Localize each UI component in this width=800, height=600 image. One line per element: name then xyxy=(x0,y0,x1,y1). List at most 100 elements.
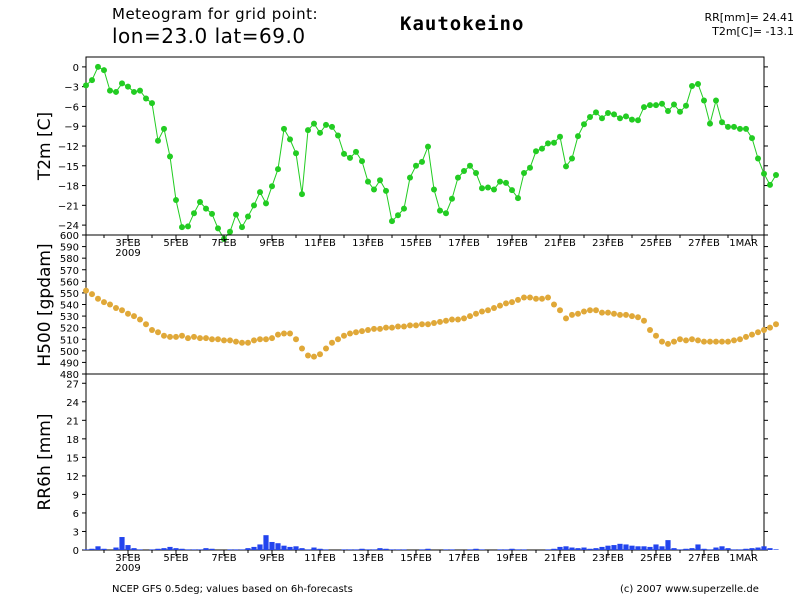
x-tick-label: 5FEB xyxy=(163,553,188,564)
temperature-point xyxy=(521,170,527,177)
geopotential-point xyxy=(509,299,515,306)
geopotential-point xyxy=(773,321,779,328)
precipitation-bar xyxy=(131,548,137,550)
geopotential-point xyxy=(149,326,155,333)
temperature-point xyxy=(149,100,155,107)
temperature-point xyxy=(143,95,149,102)
y-tick-label: 3 xyxy=(73,527,79,538)
geopotential-point xyxy=(251,337,257,344)
geopotential-point xyxy=(611,310,617,317)
precipitation-bar xyxy=(749,548,755,550)
x-tick-label: 17FEB xyxy=(448,553,480,564)
precipitation-bar xyxy=(497,549,503,550)
temperature-point xyxy=(761,170,767,177)
temperature-point xyxy=(533,148,539,155)
y-tick-label: 570 xyxy=(60,266,79,277)
precipitation-bar xyxy=(395,549,401,550)
geopotential-point xyxy=(755,329,761,336)
precipitation-bar xyxy=(743,548,749,550)
precipitation-bar xyxy=(287,546,293,550)
x-tick-label: 17FEB xyxy=(448,238,480,249)
temperature-point xyxy=(227,228,233,235)
geopotential-point xyxy=(455,316,461,323)
geopotential-point xyxy=(203,335,209,342)
location-title: Kautokeino xyxy=(400,13,525,35)
precipitation-bar xyxy=(245,548,251,550)
x-tick-label: 25FEB xyxy=(640,553,672,564)
geopotential-point xyxy=(395,323,401,330)
x-year-label: 2009 xyxy=(115,248,140,259)
x-tick-label: 23FEB xyxy=(592,238,624,249)
temperature-point xyxy=(671,101,677,108)
temperature-point xyxy=(125,83,131,90)
temperature-point xyxy=(83,82,89,89)
precipitation-bar xyxy=(773,549,779,550)
precipitation-bar xyxy=(701,548,707,550)
temperature-point xyxy=(443,210,449,217)
temperature-point xyxy=(635,117,641,124)
copyright-note: (c) 2007 www.superzelle.de xyxy=(620,584,759,595)
precipitation-bar xyxy=(593,548,599,550)
temperature-point xyxy=(479,185,485,192)
precipitation-bar xyxy=(191,549,197,550)
geopotential-point xyxy=(143,321,149,328)
y-tick-label: 18 xyxy=(66,435,79,446)
precipitation-bar xyxy=(719,546,725,550)
temperature-point xyxy=(287,136,293,143)
geopotential-point xyxy=(599,309,605,316)
geopotential-point xyxy=(437,318,443,325)
temperature-point xyxy=(539,145,545,152)
geopotential-series xyxy=(83,287,779,360)
precipitation-bar xyxy=(665,540,671,550)
precipitation-bar xyxy=(137,549,143,550)
temperature-point xyxy=(515,195,521,202)
precipitation-bar xyxy=(677,549,683,550)
temperature-point xyxy=(545,140,551,147)
y-tick-label: 0 xyxy=(73,546,79,557)
x-tick-label: 7FEB xyxy=(211,238,236,249)
geopotential-point xyxy=(659,338,665,345)
precipitation-bar xyxy=(209,548,215,550)
x-tick-label: 11FEB xyxy=(304,238,336,249)
x-tick-label: 19FEB xyxy=(496,238,528,249)
precipitation-bar xyxy=(95,546,101,550)
geopotential-point xyxy=(269,335,275,342)
precipitation-bar xyxy=(299,548,305,550)
geopotential-point xyxy=(425,321,431,328)
temperature-point xyxy=(101,67,107,74)
geopotential-point xyxy=(731,337,737,344)
temperature-point xyxy=(641,104,647,111)
precipitation-bar xyxy=(269,541,275,550)
y-tick-label: −15 xyxy=(58,162,79,173)
x-tick-label: 5FEB xyxy=(163,238,188,249)
precipitation-bar xyxy=(371,549,377,550)
geopotential-point xyxy=(521,294,527,301)
temperature-point xyxy=(599,115,605,122)
precipitation-bar xyxy=(707,549,713,550)
geopotential-point xyxy=(461,315,467,322)
temperature-point xyxy=(491,186,497,193)
precipitation-bar xyxy=(233,549,239,550)
temperature-point xyxy=(725,123,731,130)
temperature-point xyxy=(485,184,491,191)
temperature-point xyxy=(161,125,167,132)
temperature-point xyxy=(317,129,323,136)
precipitation-axis-label: RR6h [mm] xyxy=(35,413,55,510)
precipitation-bar xyxy=(689,548,695,550)
temperature-point xyxy=(683,102,689,109)
y-axis-ticks-3: 0 3 6 9 12 15 18 21 24 27 xyxy=(66,379,768,557)
y-tick-label: 0 xyxy=(73,63,79,74)
temperature-point xyxy=(239,224,245,231)
geopotential-panel: H500 [gpdam] 480490500510520530540550560… xyxy=(35,231,779,381)
geopotential-point xyxy=(431,320,437,327)
precipitation-bar xyxy=(227,549,233,550)
temperature-point xyxy=(527,164,533,171)
x-tick-label: 3FEB xyxy=(115,553,140,564)
x-tick-label: 19FEB xyxy=(496,553,528,564)
precipitation-bar xyxy=(599,546,605,550)
precipitation-bar xyxy=(641,546,647,550)
geopotential-point xyxy=(125,310,131,317)
x-tick-label: 1MAR xyxy=(729,553,758,564)
temperature-point xyxy=(449,195,455,202)
